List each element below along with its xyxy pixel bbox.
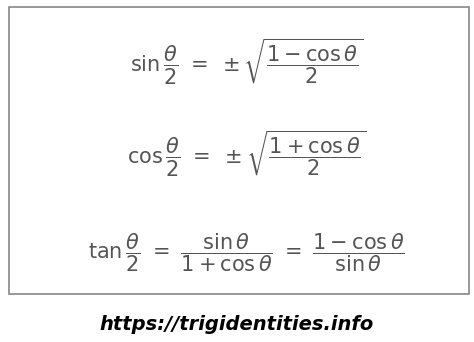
Bar bbox=[9, 7, 469, 294]
Text: $\sin\dfrac{\theta}{2}\ =\ \pm\sqrt{\dfrac{1-\cos\theta}{2}}$: $\sin\dfrac{\theta}{2}\ =\ \pm\sqrt{\dfr… bbox=[129, 37, 364, 87]
Text: $\tan\dfrac{\theta}{2}\ =\ \dfrac{\sin\theta}{1+\cos\theta}\ =\ \dfrac{1-\cos\th: $\tan\dfrac{\theta}{2}\ =\ \dfrac{\sin\t… bbox=[88, 232, 405, 274]
Text: $\cos\dfrac{\theta}{2}\ =\ \pm\sqrt{\dfrac{1+\cos\theta}{2}}$: $\cos\dfrac{\theta}{2}\ =\ \pm\sqrt{\dfr… bbox=[127, 129, 366, 179]
Text: https://trigidentities.info: https://trigidentities.info bbox=[100, 315, 374, 334]
